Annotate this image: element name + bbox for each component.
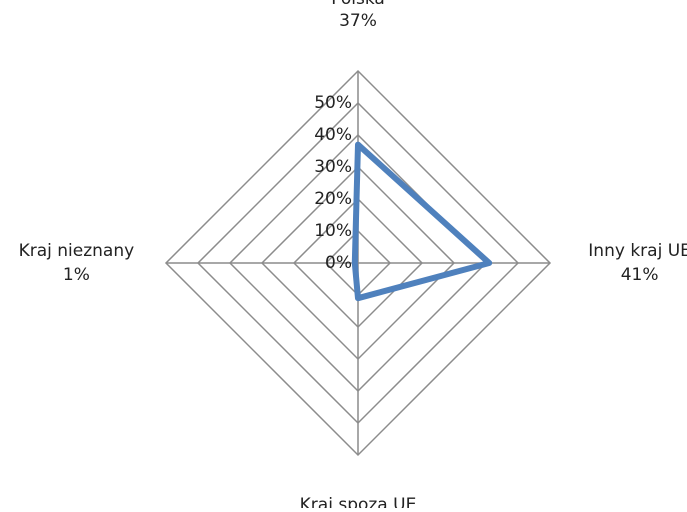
- r-tick-label: 50%: [314, 93, 352, 113]
- category-label: Kraj nieznany: [19, 241, 135, 261]
- value-label: 1%: [63, 265, 90, 285]
- category-label: Inny kraj UE: [588, 241, 687, 261]
- r-tick-label: 20%: [314, 189, 352, 209]
- value-label: 41%: [621, 265, 659, 285]
- series-line: [351, 141, 493, 302]
- r-tick-label: 0%: [325, 253, 352, 273]
- category-label: Kraj spoza UE: [300, 495, 417, 508]
- r-tick-label: 30%: [314, 157, 352, 177]
- r-tick-label: 40%: [314, 125, 352, 145]
- category-label: Polska: [331, 0, 385, 9]
- r-tick-label: 10%: [314, 221, 352, 241]
- value-label: 37%: [339, 11, 377, 31]
